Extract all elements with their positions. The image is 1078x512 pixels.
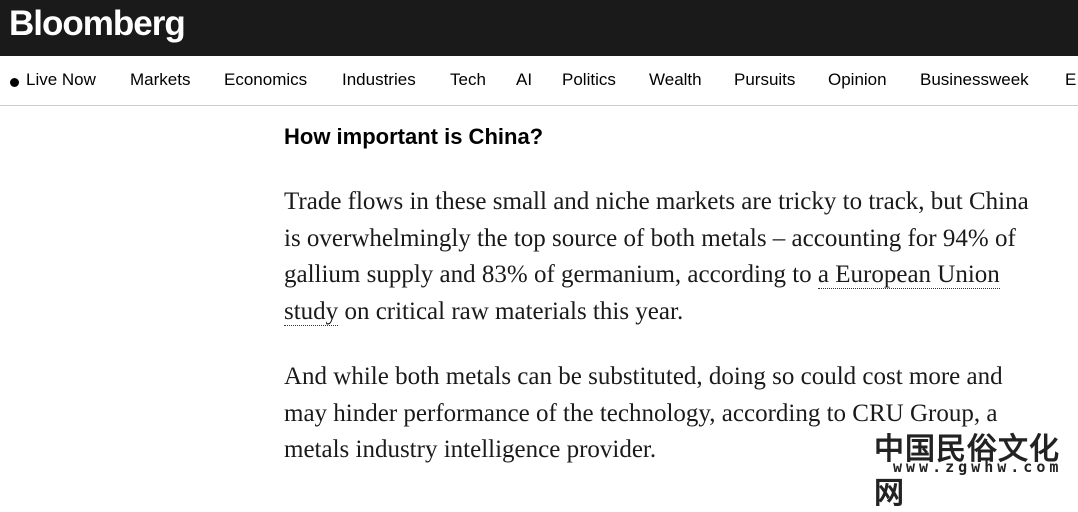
nav-item[interactable]: Economics: [224, 70, 308, 89]
top-bar: Bloomberg: [0, 0, 1078, 56]
nav-item[interactable]: Tech: [450, 70, 486, 89]
paragraph: And while both metals can be substituted…: [284, 363, 1003, 463]
paragraph: Trade flows in these small and niche mar…: [284, 184, 1036, 330]
text: Trade flows in these small and niche mar…: [284, 188, 1029, 288]
nav-item[interactable]: E: [1065, 70, 1077, 89]
nav-bar: Live Now Markets Economics Industries Tech AI…: [0, 56, 1078, 106]
nav-item[interactable]: AI: [516, 70, 533, 89]
live-dot: [10, 78, 19, 87]
nav-item[interactable]: Opinion: [828, 70, 887, 89]
nav-item[interactable]: Markets: [130, 70, 191, 89]
article-heading: How important is China?: [284, 124, 544, 149]
nav-item[interactable]: Businessweek: [920, 70, 1029, 89]
text: on critical raw materials this year.: [338, 297, 684, 325]
link[interactable]: a European Union study: [284, 261, 1000, 326]
logo[interactable]: Bloomberg: [9, 4, 186, 43]
nav-item[interactable]: Live Now: [26, 70, 96, 89]
nav-item[interactable]: Wealth: [649, 70, 702, 89]
nav-item[interactable]: Pursuits: [734, 70, 796, 89]
watermark-url: www.zgwhw.com: [893, 458, 1063, 476]
nav-item[interactable]: Politics: [562, 70, 616, 89]
nav-item[interactable]: Industries: [342, 70, 416, 89]
